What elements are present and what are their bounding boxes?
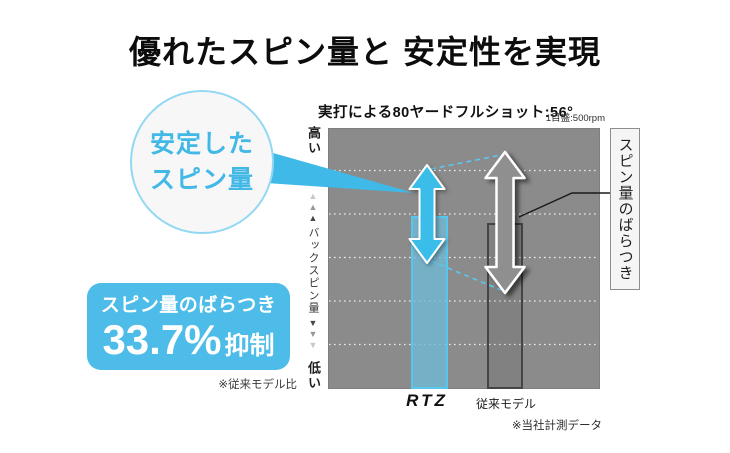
rtz-spin-range-arrow-icon	[408, 164, 446, 264]
y-axis-title: バックスピン量	[307, 227, 319, 315]
callout-line1: 安定した	[149, 129, 254, 158]
stat-footnote: ※従来モデル比	[218, 379, 297, 391]
up-triangle-icon: ▲	[308, 202, 318, 213]
grid-lines	[329, 169, 599, 346]
up-triangle-icon: ▲	[308, 191, 318, 202]
conventional-spin-range-arrow-icon	[484, 150, 526, 295]
callout-line2: スピン量	[149, 166, 254, 194]
stat-box: スピン量のばらつき 33.7% 抑制	[87, 283, 290, 370]
down-triangle-icon: ▼	[308, 339, 318, 350]
right-label-text: スピン量のばらつき	[616, 137, 634, 281]
stat-value-row: 33.7% 抑制	[102, 318, 274, 362]
stat-suffix: 抑制	[224, 332, 275, 361]
right-label-box: スピン量のばらつき	[610, 128, 640, 290]
page-title: 優れたスピン量と 安定性を実現	[129, 34, 601, 70]
x-label-conventional: 従来モデル	[475, 397, 536, 411]
x-label-rtz: RTZ	[406, 391, 448, 410]
y-axis-low-label: 低い	[306, 361, 321, 391]
chart-title: 実打による80ヤードフルショット:56°	[318, 105, 574, 121]
chart-scale-note: 1目盛:500rpm	[545, 113, 605, 124]
right-label-connector-line	[518, 192, 611, 218]
stat-label: スピン量のばらつき	[100, 295, 277, 317]
down-triangle-icon: ▼	[308, 317, 318, 328]
down-triangle-icon: ▼	[308, 328, 318, 339]
callout-circle: 安定した スピン量	[130, 90, 274, 234]
callout-tail	[266, 151, 414, 193]
range-comparison-lines	[430, 154, 502, 291]
y-axis-high-label: 高い	[306, 126, 321, 156]
chart-footnote: ※当社計測データ	[511, 420, 602, 432]
stat-value: 33.7%	[102, 316, 222, 364]
up-triangle-icon: ▲	[308, 213, 318, 224]
y-axis-column: ▲ ▲ ▲ バックスピン量 ▼ ▼ ▼	[303, 181, 323, 361]
plot-area	[328, 128, 600, 389]
